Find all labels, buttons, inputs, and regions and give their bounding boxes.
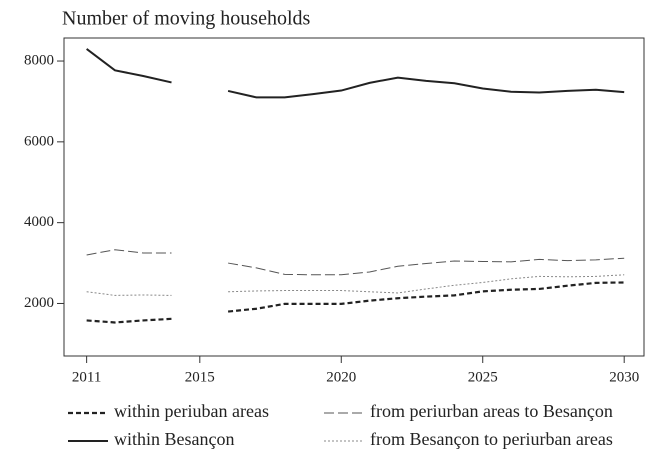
legend-label: within Besançon (114, 429, 234, 449)
series-line (86, 274, 625, 296)
x-tick-label: 2020 (326, 369, 356, 385)
y-tick-label: 4000 (24, 214, 54, 230)
plot-frame (63, 37, 645, 357)
y-tick-label: 8000 (24, 52, 54, 68)
series-line (86, 249, 625, 276)
chart-title: Number of moving households (62, 8, 311, 30)
y-tick-label: 2000 (24, 295, 54, 311)
y-tick-label: 6000 (24, 133, 54, 149)
legend-label: from Besançon to periurban areas (370, 429, 613, 449)
legend-label: within periuban areas (114, 401, 269, 421)
series-line (86, 281, 625, 324)
legend-label: from periurban areas to Besançon (370, 401, 613, 421)
x-tick-label: 2011 (72, 369, 101, 385)
x-tick-label: 2015 (185, 369, 215, 385)
series-line (86, 48, 625, 99)
x-tick-label: 2030 (609, 369, 639, 385)
x-tick-label: 2025 (468, 369, 498, 385)
